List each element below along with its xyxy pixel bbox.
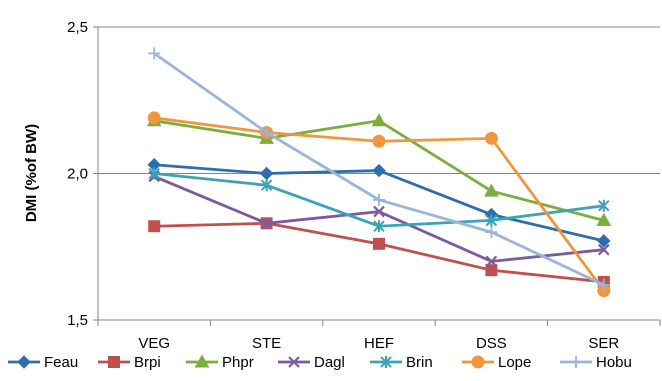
data-point-marker <box>596 212 612 226</box>
y-axis-title: DMI (%of BW) <box>23 124 40 222</box>
y-tick-label: 2,5 <box>67 19 88 36</box>
legend-label: Brin <box>406 354 433 371</box>
data-point-marker <box>148 167 160 180</box>
series-dagl <box>148 170 610 268</box>
data-point-marker <box>372 163 386 178</box>
data-point-marker <box>371 113 387 127</box>
x-tick-label: HEF <box>364 335 394 352</box>
legend-marker <box>288 356 300 368</box>
data-point-marker <box>373 237 385 250</box>
y-axis-tick-labels: 1,5 2,0 2,5 <box>67 19 88 329</box>
data-point-marker <box>260 217 273 230</box>
data-point-marker <box>598 199 610 212</box>
data-point-marker <box>598 243 610 256</box>
x-tick-label: SER <box>588 335 619 352</box>
data-point-marker <box>147 111 161 125</box>
y-tick-label: 2,0 <box>67 166 88 183</box>
legend-label: Brpi <box>134 354 161 371</box>
legend-marker <box>194 354 210 368</box>
x-tick-label: VEG <box>138 335 170 352</box>
data-point-marker <box>373 205 385 218</box>
data-point-marker <box>260 126 273 139</box>
data-point-marker <box>485 264 498 277</box>
data-point-marker <box>484 183 499 197</box>
y-tick-label: 1,5 <box>67 312 88 329</box>
legend-entry-hobu: Hobu <box>560 354 632 371</box>
legend-marker <box>108 356 120 368</box>
legend-marker <box>380 356 392 368</box>
x-tick-label: DSS <box>476 335 507 352</box>
data-point-marker <box>485 255 498 268</box>
legend-entry-phpr: Phpr <box>186 354 254 371</box>
series-brin <box>148 167 610 233</box>
data-point-marker <box>597 278 610 291</box>
data-point-marker <box>484 131 498 145</box>
legend-entry-brpi: Brpi <box>98 354 161 371</box>
legend-label: Dagl <box>314 354 345 371</box>
legend-label: Hobu <box>596 354 632 371</box>
legend-entry-lope: Lope <box>462 354 531 371</box>
x-axis-tick-labels: VEG STE HEF DSS SER <box>138 335 619 352</box>
series-hobu <box>148 47 610 291</box>
data-point-marker <box>597 234 611 248</box>
x-tick-label: STE <box>252 335 281 352</box>
legend-marker <box>471 355 485 369</box>
legend-marker <box>570 356 582 368</box>
legend-label: Lope <box>498 354 531 371</box>
legend-entry-dagl: Dagl <box>278 354 345 371</box>
plot-area-series <box>146 47 612 298</box>
data-point-marker <box>260 179 273 192</box>
legend-entry-feau: Feau <box>8 354 78 371</box>
data-point-marker <box>148 220 161 233</box>
data-point-marker <box>148 47 161 60</box>
axes <box>93 26 661 326</box>
data-point-marker <box>485 226 498 239</box>
legend-marker <box>17 355 31 369</box>
legend-entry-brin: Brin <box>370 354 433 371</box>
data-point-marker <box>373 220 385 233</box>
data-point-marker <box>372 134 386 148</box>
data-point-marker <box>259 166 274 181</box>
data-point-marker <box>373 193 385 206</box>
legend-label: Phpr <box>222 354 254 371</box>
data-point-marker <box>485 214 498 227</box>
legend-label: Feau <box>44 354 78 371</box>
legend: Feau Brpi Phpr Dagl Brin Lope Hobu <box>8 354 632 371</box>
